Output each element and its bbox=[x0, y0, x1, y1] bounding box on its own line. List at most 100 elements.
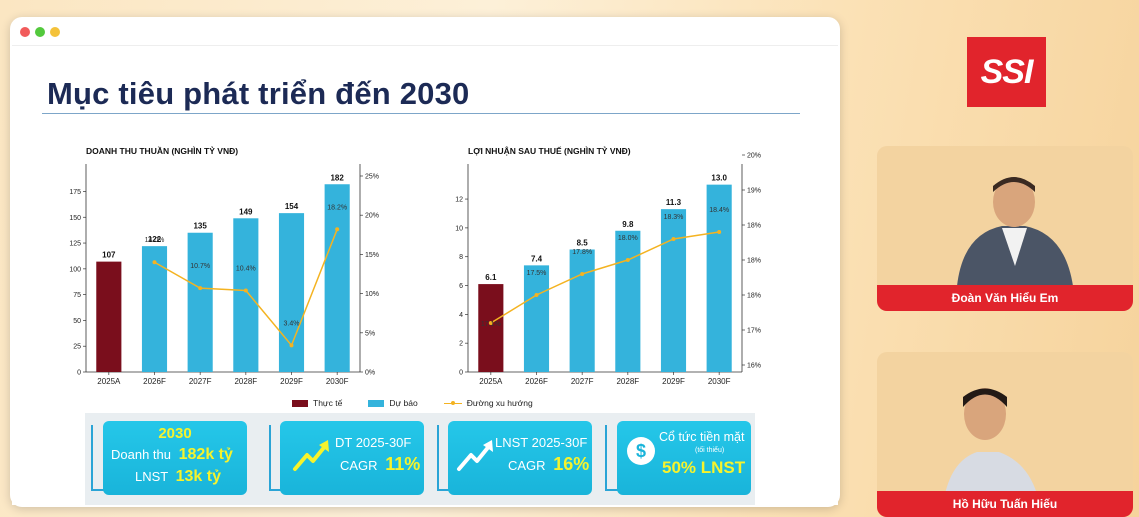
trend-value-label: 3.4% bbox=[284, 320, 300, 327]
y-tick-label: 0 bbox=[77, 370, 81, 377]
y2-tick-label: 20% bbox=[365, 213, 379, 220]
trend-point bbox=[335, 227, 340, 232]
trend-point bbox=[534, 293, 539, 297]
legend-item-forecast: Dự báo bbox=[368, 398, 418, 408]
bar-value-label: 9.8 bbox=[622, 220, 634, 229]
y2-tick-label: 16% bbox=[747, 363, 761, 370]
trend-value-label: 10.7% bbox=[190, 263, 210, 270]
dollar-coin-icon: $ bbox=[627, 437, 655, 465]
kpi-profit-cagr-label: CAGR bbox=[508, 458, 546, 473]
kpi-revenue-cagr-value: 11% bbox=[385, 454, 421, 474]
bar-value-label: 182 bbox=[330, 173, 344, 182]
trend-point bbox=[289, 343, 294, 348]
kpi-profit-cagr-row: CAGR 16% bbox=[508, 454, 589, 475]
y2-tick-label: 0% bbox=[365, 370, 375, 377]
trend-point bbox=[152, 260, 157, 265]
legend-swatch-forecast bbox=[368, 399, 385, 407]
kpi-band: 2030 Doanh thu 182k tỷ LNST 13k tỷ DT 20… bbox=[85, 413, 755, 505]
bar-value-label: 13.0 bbox=[711, 174, 727, 183]
kpi-card-2030: 2030 Doanh thu 182k tỷ LNST 13k tỷ bbox=[103, 421, 247, 495]
presentation-window: Mục tiêu phát triển đến 2030 DOANH THU T… bbox=[10, 17, 840, 507]
trend-point bbox=[488, 321, 493, 325]
kpi-revenue-period: DT 2025-30F bbox=[335, 435, 412, 450]
trend-line bbox=[490, 231, 720, 324]
y2-tick-label: 18% bbox=[747, 293, 761, 300]
legend-item-trend: Đường xu hướng bbox=[443, 398, 533, 408]
trend-point bbox=[198, 286, 203, 291]
trend-value-label: 18.4% bbox=[709, 207, 729, 214]
legend-item-actual: Thực tế bbox=[292, 398, 342, 408]
y2-tick-label: 19% bbox=[747, 188, 761, 195]
trend-value-label: 17.5% bbox=[527, 270, 547, 277]
y-tick-label: 8 bbox=[459, 254, 463, 261]
x-tick-label: 2027F bbox=[189, 377, 212, 386]
chart-bar bbox=[324, 184, 350, 372]
legend-swatch-actual bbox=[292, 399, 308, 407]
y2-tick-label: 18% bbox=[747, 258, 761, 265]
chart-bar bbox=[233, 218, 259, 372]
chart-bar bbox=[478, 284, 504, 372]
speaker-name-2: Hồ Hữu Tuấn Hiếu bbox=[877, 491, 1133, 517]
x-tick-label: 2025A bbox=[97, 377, 121, 386]
y2-tick-label: 25% bbox=[365, 174, 379, 181]
speaker-video-1: Đoàn Văn Hiểu Em bbox=[877, 146, 1133, 311]
speaker-name-1: Đoàn Văn Hiểu Em bbox=[877, 285, 1133, 311]
kpi-card-revenue-cagr: DT 2025-30F CAGR 11% bbox=[280, 421, 424, 495]
window-minimize-button[interactable] bbox=[35, 27, 45, 37]
y2-tick-label: 5% bbox=[365, 330, 375, 337]
ssi-logo-text: SSI bbox=[980, 52, 1034, 91]
x-tick-label: 2026F bbox=[143, 377, 166, 386]
trend-value-label: 14.0% bbox=[145, 237, 165, 244]
trend-point bbox=[243, 288, 248, 293]
legend-label-trend: Đường xu hướng bbox=[466, 398, 533, 408]
trend-point bbox=[625, 258, 630, 262]
chart-legend: Thực tế Dự báo Đường xu hướng bbox=[292, 398, 533, 408]
kpi-dividend-label: Cổ tức tiền mặt bbox=[659, 430, 745, 444]
kpi-revenue-row: Doanh thu 182k tỷ bbox=[111, 446, 233, 464]
x-tick-label: 2025A bbox=[479, 377, 503, 386]
y-tick-label: 125 bbox=[69, 241, 81, 248]
x-tick-label: 2029F bbox=[280, 377, 303, 386]
kpi-profit-period: LNST 2025-30F bbox=[495, 435, 588, 450]
chart-bar bbox=[569, 249, 595, 372]
charts-canvas: DOANH THU THUẦN (NGHÌN TỶ VNĐ)0255075100… bbox=[69, 145, 761, 386]
legend-label-actual: Thực tế bbox=[313, 398, 343, 408]
x-tick-label: 2029F bbox=[662, 377, 685, 386]
slide-title: Mục tiêu phát triển đến 2030 bbox=[47, 76, 470, 111]
y-tick-label: 150 bbox=[69, 215, 81, 222]
y-tick-label: 4 bbox=[459, 312, 463, 319]
y2-tick-label: 20% bbox=[747, 153, 761, 160]
y-tick-label: 12 bbox=[455, 197, 463, 204]
kpi-revenue-label: Doanh thu bbox=[111, 447, 171, 462]
bar-value-label: 8.5 bbox=[577, 239, 589, 248]
trend-value-label: 10.4% bbox=[236, 265, 256, 272]
kpi-revenue-cagr-label: CAGR bbox=[340, 458, 378, 473]
chart-bar bbox=[187, 232, 213, 372]
bar-value-label: 154 bbox=[285, 202, 299, 211]
y2-tick-label: 17% bbox=[747, 328, 761, 335]
y2-tick-label: 15% bbox=[365, 252, 379, 259]
bar-value-label: 7.4 bbox=[531, 254, 543, 263]
kpi-revenue-cagr-row: CAGR 11% bbox=[340, 454, 420, 475]
chart-bar bbox=[660, 209, 687, 372]
bar-value-label: 11.3 bbox=[666, 198, 682, 207]
window-close-button[interactable] bbox=[20, 27, 30, 37]
y2-tick-label: 10% bbox=[365, 291, 379, 298]
y-tick-label: 175 bbox=[69, 189, 81, 196]
chart-bar bbox=[615, 230, 641, 372]
y-tick-label: 2 bbox=[459, 341, 463, 348]
trend-value-label: 18.2% bbox=[327, 204, 347, 211]
title-divider bbox=[42, 113, 800, 114]
bar-value-label: 122 bbox=[148, 235, 162, 244]
y2-tick-label: 18% bbox=[747, 223, 761, 230]
x-tick-label: 2030F bbox=[708, 377, 731, 386]
x-tick-label: 2028F bbox=[234, 377, 257, 386]
trend-value-label: 18.3% bbox=[664, 214, 684, 221]
bar-value-label: 135 bbox=[193, 222, 207, 231]
y-tick-label: 10 bbox=[455, 225, 463, 232]
chart-title: LỢI NHUẬN SAU THUẾ (NGHÌN TỶ VNĐ) bbox=[468, 145, 631, 156]
chart-bar bbox=[141, 246, 168, 372]
window-maximize-button[interactable] bbox=[50, 27, 60, 37]
trend-value-label: 18.0% bbox=[618, 235, 638, 242]
x-tick-label: 2030F bbox=[326, 377, 349, 386]
